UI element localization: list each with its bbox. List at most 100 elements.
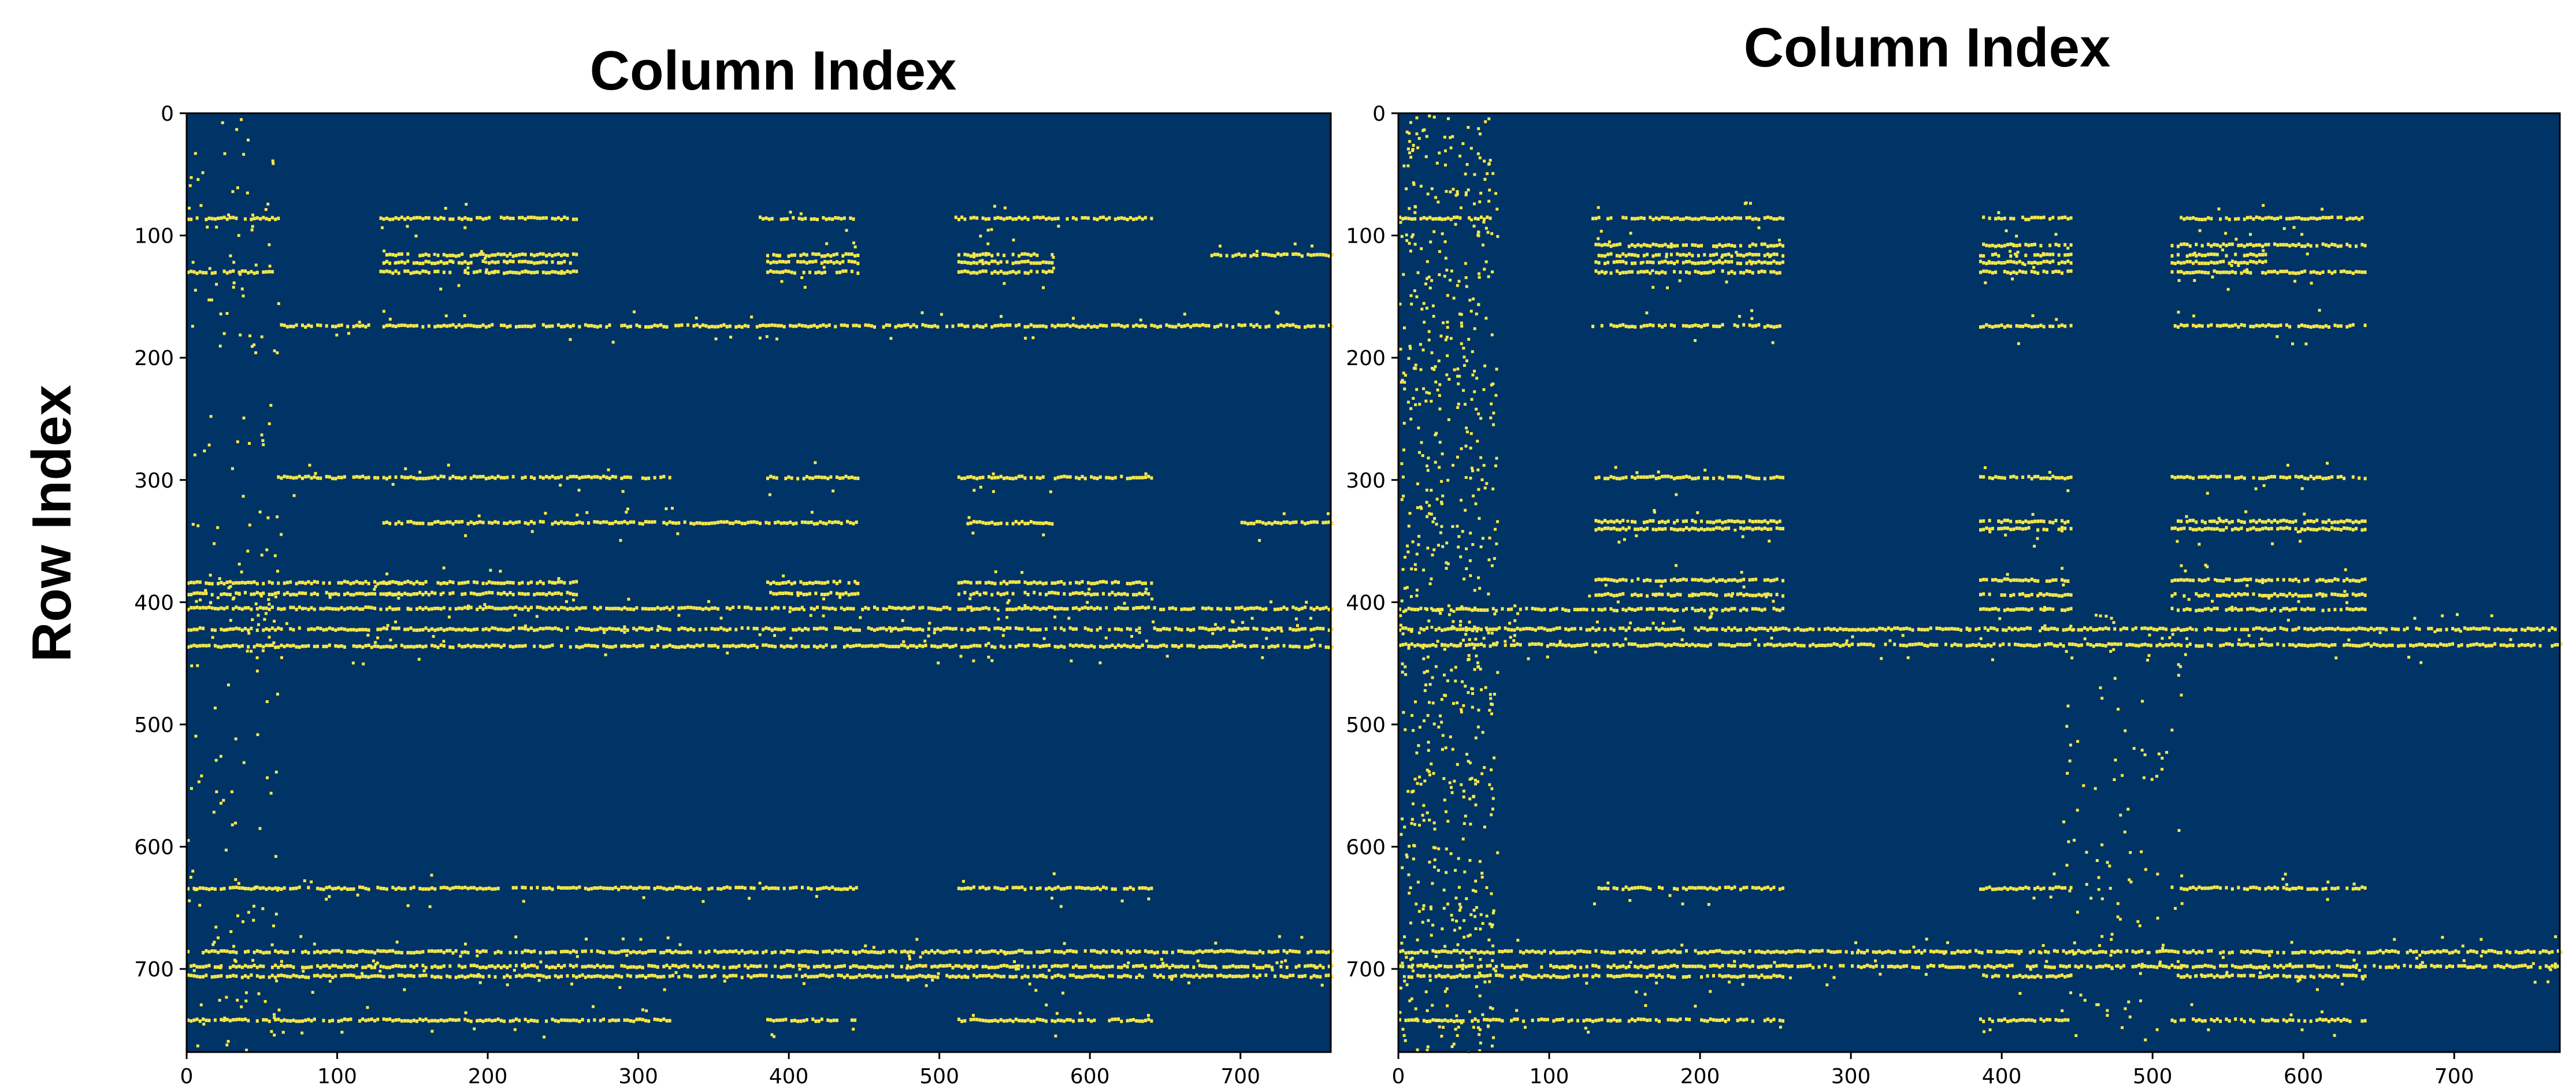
point-r686-c240 [548,950,551,954]
point-r298-c206 [496,474,500,478]
point-r405-c94 [328,607,331,611]
point-r116-c534 [2203,254,2207,258]
point-r436-c370 [743,644,747,648]
point-r108-c226 [1739,244,1742,248]
point-r335-c336 [692,522,696,526]
point-r436-c144 [403,645,407,649]
point-r706-c614 [1111,974,1114,978]
point-r174-c530 [984,324,988,328]
point-r436-c624 [1126,644,1129,648]
point-r298-c202 [491,475,494,479]
point-near-r742-0-12 [281,1031,285,1034]
cluster-point-0-41 [193,453,196,456]
point-r405-c114 [358,607,361,611]
point-r422-c306 [647,627,651,631]
point-r422-c590 [1075,627,1078,631]
point-r686-c632 [1138,950,1141,953]
point-near-r335-0-3 [625,511,628,514]
point-r298-c174 [448,476,452,480]
point-r86-c60 [1489,216,1492,220]
point-r698-c714 [1261,965,1265,969]
point-r634-c128 [379,886,383,890]
point-r436-c300 [638,644,641,648]
point-r335-c248 [560,520,563,524]
point-r116-c736 [1294,252,1298,256]
point-r422-c464 [885,627,888,631]
point-r108-c190 [1685,243,1688,247]
point-r698-c70 [292,965,295,969]
point-r436-c410 [804,645,807,649]
point-r422-c22 [220,627,223,631]
point-r335-c574 [1051,522,1054,526]
point-r706-c494 [930,975,933,979]
point-r698-c296 [632,965,636,969]
point-r686-c250 [563,949,566,953]
point-r116-c532 [988,252,990,256]
point-r422-c546 [1008,626,1012,630]
point-r405-c648 [1162,607,1165,611]
point-r634-c580 [1060,887,1063,891]
point-r174-c298 [635,323,639,327]
point-r116-c214 [508,252,512,256]
point-r86-c419 [2030,215,2033,220]
point-r393-c128 [379,592,383,596]
point-r698-c78 [304,965,307,969]
point-r405-c294 [629,607,632,611]
point-r706-c566 [1038,973,1042,978]
point-near-r384-1-1 [489,568,492,572]
point-r174-c70 [292,325,295,329]
point-r698-c692 [1228,965,1231,969]
point-r86-c178 [1666,216,1670,220]
point-r384-c12 [205,581,208,585]
point-r86-c394 [780,217,783,221]
point-r742-c104 [343,1017,346,1021]
point-r634-c616 [1113,887,1117,891]
point-r335-c310 [653,520,656,524]
point-r384-c94 [328,581,331,585]
point-r698-c156 [421,964,425,968]
point-r686-c90 [322,949,325,953]
point-near-r634-0-4 [310,880,313,883]
point-r706-c550 [1014,975,1018,979]
point-r686-c626 [1129,951,1132,954]
point-r86-c598 [1086,216,1090,220]
point-r393-c132 [385,592,388,596]
point-near-r298-2-1 [992,490,995,493]
point-r698-c746 [1309,964,1313,968]
point-r698-c108 [349,964,352,968]
point-r298-c433 [838,476,842,480]
point-r634-c516 [963,886,967,890]
point-r116-c417 [814,252,818,257]
point-r405-c136 [391,607,395,611]
point-r698-c542 [1003,964,1006,968]
point-r108-c170 [1654,243,1658,247]
point-r742-c244 [554,1019,557,1023]
point-r706-c434 [840,973,843,978]
point-r686-c174 [448,949,452,953]
point-r436-c582 [1063,645,1066,649]
point-near-r384-0-0 [373,588,376,591]
point-near-r86-3-0 [2249,233,2252,236]
point-r634-c522 [972,885,975,889]
point-r634-c278 [605,886,608,890]
point-r86-c536 [2207,216,2210,220]
point-near-r174-0-6 [335,333,339,337]
point-r422-c108 [349,628,352,631]
point-r116-c188 [1682,252,1685,257]
point-r698-c276 [602,964,606,968]
point-r86-c16 [210,217,214,221]
point-r405-c546 [1008,607,1012,611]
point-r174-c478 [906,323,910,327]
point-near-r436-0-2 [902,640,905,644]
point-r436-c184 [463,644,467,648]
point-r122-c150 [1624,261,1628,265]
point-r686-c684 [1216,950,1219,954]
point-r335-c758 [1327,520,1331,524]
point-r174-c472 [897,324,900,328]
point-r405-c374 [749,607,753,611]
point-r174-c558 [1026,325,1030,329]
point-r634-c600 [1090,887,1093,891]
point-r634-c18 [213,887,217,891]
point-r116-c574 [2264,252,2267,257]
point-r335-c244 [554,521,557,525]
